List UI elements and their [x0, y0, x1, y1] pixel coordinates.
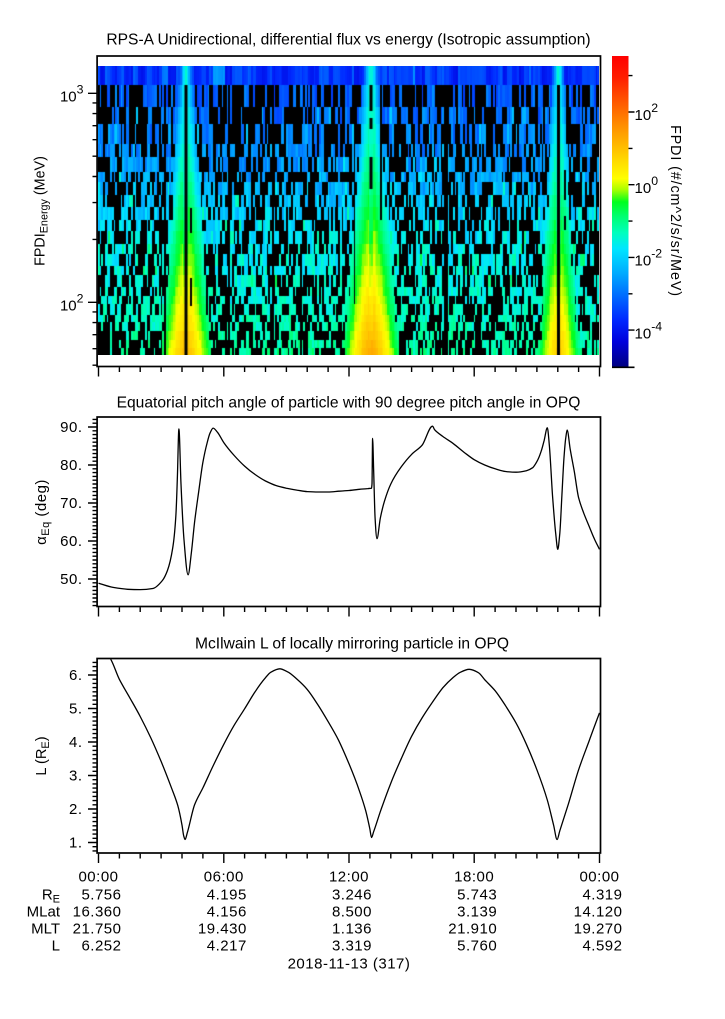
svg-text:102: 102 — [635, 101, 659, 124]
svg-text:1.: 1. — [69, 835, 83, 852]
svg-text:5.760: 5.760 — [457, 938, 497, 955]
svg-text:102: 102 — [60, 291, 84, 314]
svg-text:αEq (deg): αEq (deg) — [33, 479, 52, 545]
svg-text:Equatorial pitch angle of part: Equatorial pitch angle of particle with … — [117, 395, 581, 412]
svg-text:8.500: 8.500 — [332, 904, 372, 921]
svg-text:100: 100 — [635, 174, 659, 197]
svg-text:FPDIEnergy (MeV): FPDIEnergy (MeV) — [33, 156, 51, 266]
svg-text:4.319: 4.319 — [582, 886, 622, 903]
svg-text:RPS-A Unidirectional, differen: RPS-A Unidirectional, differential flux … — [106, 32, 590, 49]
svg-text:14.120: 14.120 — [574, 904, 623, 921]
svg-text:103: 103 — [60, 82, 84, 105]
svg-text:L (RE): L (RE) — [34, 736, 52, 775]
svg-text:90.: 90. — [60, 419, 82, 436]
svg-text:4.217: 4.217 — [207, 938, 247, 955]
svg-text:RE: RE — [42, 886, 60, 905]
svg-text:50.: 50. — [60, 571, 82, 588]
svg-text:18:00: 18:00 — [454, 869, 494, 886]
svg-text:2.: 2. — [69, 801, 83, 818]
svg-text:19.430: 19.430 — [198, 920, 247, 937]
svg-text:00:00: 00:00 — [579, 869, 619, 886]
svg-text:MLT: MLT — [31, 920, 60, 937]
svg-text:6.: 6. — [69, 667, 83, 684]
svg-text:06:00: 06:00 — [204, 869, 244, 886]
svg-text:FPDI (#/cm^2/s/sr/MeV): FPDI (#/cm^2/s/sr/MeV) — [667, 125, 683, 297]
svg-text:16.360: 16.360 — [73, 904, 122, 921]
svg-text:L: L — [52, 938, 60, 955]
svg-text:21.910: 21.910 — [448, 920, 497, 937]
svg-text:5.756: 5.756 — [81, 886, 121, 903]
svg-text:2018-11-13 (317): 2018-11-13 (317) — [288, 956, 411, 973]
svg-text:3.246: 3.246 — [332, 886, 372, 903]
svg-text:10-2: 10-2 — [635, 247, 663, 270]
svg-text:MLat: MLat — [27, 904, 61, 921]
svg-text:19.270: 19.270 — [574, 920, 623, 937]
svg-text:5.743: 5.743 — [457, 886, 497, 903]
svg-text:4.156: 4.156 — [207, 904, 247, 921]
svg-text:4.195: 4.195 — [207, 886, 247, 903]
svg-text:McIlwain L of locally mirrorin: McIlwain L of locally mirroring particle… — [195, 636, 509, 653]
svg-text:6.252: 6.252 — [81, 938, 121, 955]
svg-text:10-4: 10-4 — [635, 319, 663, 342]
svg-text:3.139: 3.139 — [457, 904, 497, 921]
svg-text:4.592: 4.592 — [582, 938, 622, 955]
svg-text:3.319: 3.319 — [332, 938, 372, 955]
svg-text:80.: 80. — [60, 457, 82, 474]
svg-text:4.: 4. — [69, 734, 83, 751]
svg-text:3.: 3. — [69, 768, 83, 785]
svg-text:00:00: 00:00 — [78, 869, 118, 886]
svg-text:60.: 60. — [60, 533, 82, 550]
svg-text:21.750: 21.750 — [73, 920, 122, 937]
svg-text:70.: 70. — [60, 495, 82, 512]
svg-text:5.: 5. — [69, 701, 83, 718]
svg-text:1.136: 1.136 — [332, 920, 372, 937]
svg-text:12:00: 12:00 — [329, 869, 369, 886]
